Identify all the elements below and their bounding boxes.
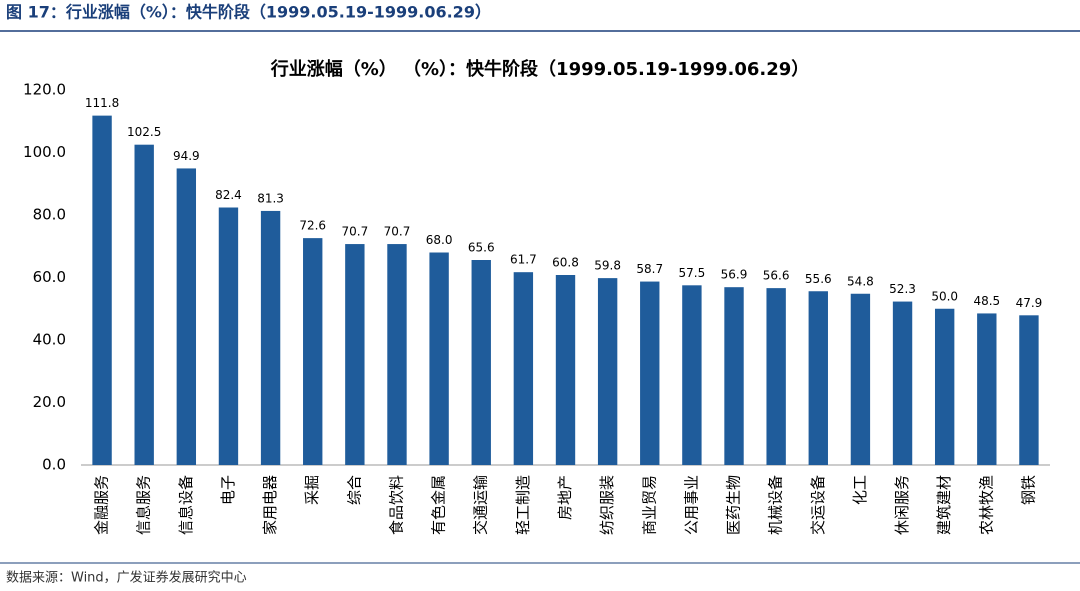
value-label: 102.5 bbox=[127, 125, 161, 139]
bar bbox=[850, 293, 871, 465]
bar bbox=[597, 278, 618, 465]
value-label: 82.4 bbox=[215, 188, 242, 202]
bar bbox=[429, 252, 449, 465]
x-tick-label: 公用事业 bbox=[682, 475, 700, 535]
bar bbox=[555, 275, 576, 465]
y-tick-label: 60.0 bbox=[33, 268, 66, 286]
bar bbox=[92, 115, 112, 465]
x-tick-label: 采掘 bbox=[303, 475, 321, 505]
value-label: 94.9 bbox=[173, 149, 200, 163]
bar bbox=[934, 308, 955, 465]
x-tick-label: 有色金属 bbox=[430, 475, 448, 535]
value-label: 50.0 bbox=[931, 289, 958, 303]
x-tick-label: 电子 bbox=[219, 475, 237, 505]
x-tick-label: 建筑建材 bbox=[935, 475, 953, 535]
x-tick-label: 交通运输 bbox=[472, 475, 490, 535]
value-label: 57.5 bbox=[679, 266, 706, 280]
chart-title: 行业涨幅（%） （%）：快牛阶段（1999.05.19-1999.06.29） bbox=[270, 58, 810, 80]
y-tick-label: 40.0 bbox=[33, 331, 66, 349]
value-label: 68.0 bbox=[426, 233, 453, 247]
x-tick-label: 轻工制造 bbox=[514, 475, 532, 535]
y-tick-label: 0.0 bbox=[42, 456, 66, 474]
x-tick-label: 信息设备 bbox=[177, 475, 195, 535]
bar bbox=[176, 168, 197, 465]
value-label: 111.8 bbox=[85, 96, 119, 110]
value-label: 48.5 bbox=[973, 294, 1000, 308]
source-note: 数据来源：Wind，广发证券发展研究中心 bbox=[6, 570, 247, 586]
x-tick-label: 钢铁 bbox=[1019, 475, 1037, 505]
y-tick-label: 20.0 bbox=[33, 393, 66, 411]
x-tick-label: 食品饮料 bbox=[387, 475, 405, 535]
bar bbox=[640, 281, 660, 465]
bar bbox=[387, 244, 407, 465]
value-label: 70.7 bbox=[341, 225, 368, 239]
x-tick-label: 交运设备 bbox=[809, 475, 827, 535]
bar bbox=[1019, 315, 1039, 465]
value-label: 72.6 bbox=[299, 219, 326, 233]
bar bbox=[977, 313, 997, 465]
value-label: 61.7 bbox=[510, 253, 537, 267]
y-tick-label: 100.0 bbox=[23, 143, 66, 161]
x-tick-label: 机械设备 bbox=[767, 475, 785, 535]
bar bbox=[471, 260, 491, 465]
bar bbox=[260, 210, 281, 465]
x-tick-label: 纺织服装 bbox=[598, 475, 616, 535]
value-label: 56.9 bbox=[721, 268, 748, 282]
value-label: 60.8 bbox=[552, 256, 579, 270]
bar bbox=[808, 291, 828, 465]
bar bbox=[682, 285, 702, 465]
value-label: 56.6 bbox=[763, 269, 790, 283]
value-label: 55.6 bbox=[805, 272, 832, 286]
bar bbox=[724, 287, 744, 465]
bar bbox=[766, 288, 786, 465]
y-tick-label: 120.0 bbox=[23, 81, 66, 99]
bar bbox=[303, 238, 323, 465]
x-tick-label: 金融服务 bbox=[93, 475, 111, 535]
x-tick-label: 信息服务 bbox=[135, 475, 153, 535]
value-label: 47.9 bbox=[1016, 296, 1043, 310]
bar bbox=[345, 244, 365, 465]
y-tick-label: 80.0 bbox=[33, 206, 66, 224]
value-label: 81.3 bbox=[257, 191, 284, 205]
value-label: 65.6 bbox=[468, 241, 495, 255]
value-label: 70.7 bbox=[384, 225, 411, 239]
bar bbox=[218, 207, 239, 465]
x-tick-label: 医药生物 bbox=[725, 475, 743, 535]
value-label: 59.8 bbox=[594, 259, 621, 273]
bar bbox=[892, 301, 913, 465]
x-tick-label: 房地产 bbox=[556, 475, 574, 520]
x-tick-label: 家用电器 bbox=[261, 475, 279, 535]
x-tick-label: 商业贸易 bbox=[640, 475, 658, 535]
x-tick-label: 农林牧渔 bbox=[977, 475, 995, 535]
value-label: 58.7 bbox=[636, 262, 663, 276]
bar bbox=[513, 272, 534, 465]
bar bbox=[134, 144, 154, 465]
x-tick-label: 综合 bbox=[345, 475, 363, 505]
x-tick-label: 休闲服务 bbox=[893, 475, 911, 535]
value-label: 52.3 bbox=[889, 282, 916, 296]
value-label: 54.8 bbox=[847, 274, 874, 288]
figure-header: 图 17：行业涨幅（%）：快牛阶段（1999.05.19-1999.06.29） bbox=[6, 3, 491, 22]
x-tick-label: 化工 bbox=[851, 475, 869, 505]
